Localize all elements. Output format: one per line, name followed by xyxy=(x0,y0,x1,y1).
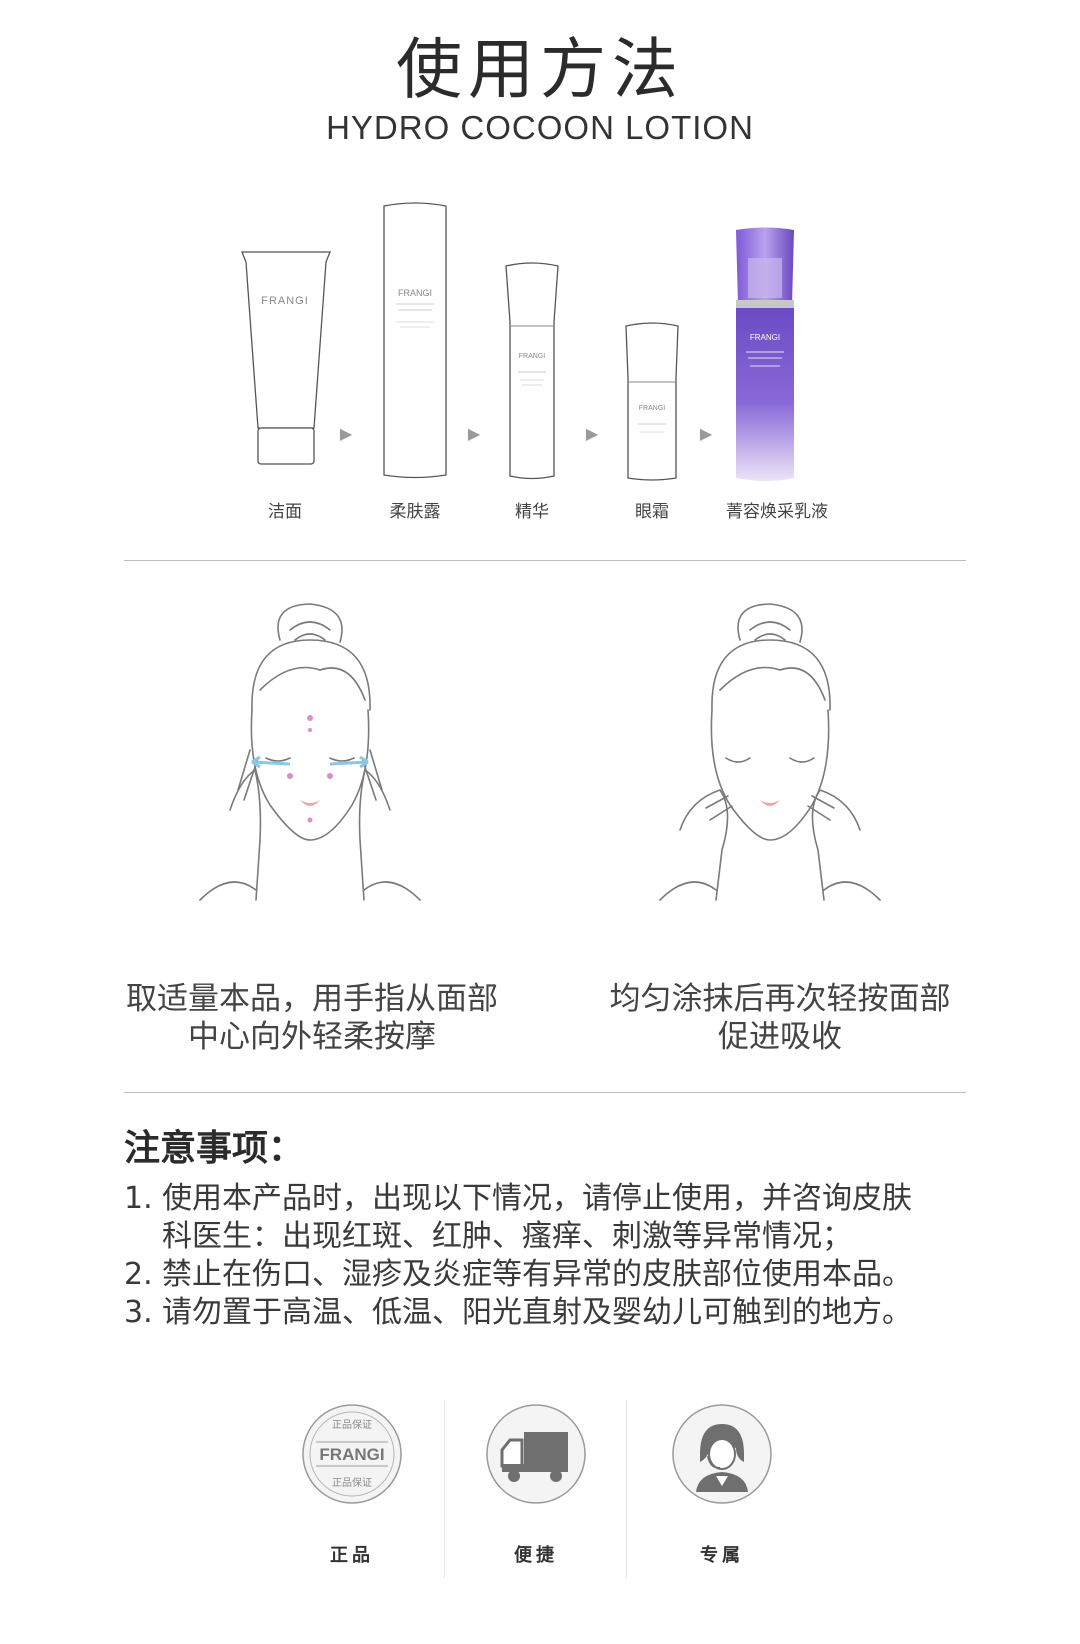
customer-service-icon xyxy=(672,1404,772,1504)
note-item-2: 2. 禁止在伤口、湿疹及炎症等有异常的皮肤部位使用本品。 xyxy=(124,1256,964,1294)
eye-cream-bottle-image: FRANGI xyxy=(625,322,679,481)
badge-label-convenient: 便捷 xyxy=(514,1545,558,1566)
step-label-toner: 柔肤露 xyxy=(389,502,441,522)
note-number: 3. xyxy=(124,1295,153,1330)
badge-label-exclusive: 专属 xyxy=(700,1545,744,1566)
seal-text-top: 正品保证 xyxy=(332,1418,372,1431)
seal-text-bottom: 正品保证 xyxy=(332,1476,372,1489)
instruction-right-line2: 促进吸收 xyxy=(718,1019,842,1055)
note-number: 1. xyxy=(124,1181,153,1216)
section-divider xyxy=(124,1092,966,1093)
delivery-truck-icon xyxy=(486,1404,586,1504)
instruction-right-line1: 均匀涂抹后再次轻按面部 xyxy=(609,981,951,1017)
toner-bottle-image: FRANGI xyxy=(383,202,447,479)
step-arrow-icon: ▶ xyxy=(699,424,713,443)
badge-separator xyxy=(626,1400,627,1578)
lotion-brand: FRANGI xyxy=(750,333,780,342)
press-face-illustration xyxy=(659,603,881,901)
badge-label-authentic: 正品 xyxy=(330,1545,374,1566)
step-label-essence: 精华 xyxy=(515,502,549,522)
product-subtitle: HYDRO COCOON LOTION xyxy=(326,109,754,146)
note-number: 2. xyxy=(124,1257,153,1292)
toner-brand: FRANGI xyxy=(398,288,432,298)
note-text-continued: 科医生：出现红斑、红肿、瘙痒、刺激等异常情况； xyxy=(162,1219,852,1254)
step-arrow-icon: ▶ xyxy=(585,424,599,443)
note-text: 请勿置于高温、低温、阳光直射及婴幼儿可触到的地方。 xyxy=(162,1295,912,1330)
step-arrow-icon: ▶ xyxy=(467,424,481,443)
eye-cream-brand: FRANGI xyxy=(639,405,666,412)
step-label-eye-cream: 眼霜 xyxy=(635,502,669,522)
instruction-left-line2: 中心向外轻柔按摩 xyxy=(188,1019,436,1055)
note-item-3: 3. 请勿置于高温、低温、阳光直射及婴幼儿可触到的地方。 xyxy=(124,1294,964,1332)
note-text: 使用本产品时，出现以下情况，请停止使用，并咨询皮肤 xyxy=(162,1181,912,1216)
essence-bottle-image: FRANGI xyxy=(505,262,559,480)
page-title: 使用方法 xyxy=(396,31,684,108)
instruction-left-line1: 取适量本品，用手指从面部 xyxy=(126,981,498,1017)
note-item-1: 1. 使用本产品时，出现以下情况，请停止使用，并咨询皮肤 科医生：出现红斑、红肿、… xyxy=(124,1180,964,1256)
authentic-seal-icon: FRANGI 正品保证 正品保证 xyxy=(302,1404,402,1504)
badge-separator xyxy=(444,1400,445,1578)
instruction-left: 取适量本品，用手指从面部 中心向外轻柔按摩 xyxy=(82,980,542,1056)
cleanser-tube-image: FRANGI xyxy=(241,251,331,465)
notes-title: 注意事项： xyxy=(124,1128,305,1169)
seal-brand: FRANGI xyxy=(319,1445,384,1464)
note-text: 禁止在伤口、湿疹及炎症等有异常的皮肤部位使用本品。 xyxy=(162,1257,912,1292)
massage-face-illustration xyxy=(199,603,421,901)
step-arrow-icon: ▶ xyxy=(339,424,353,443)
step-label-cleanser: 洁面 xyxy=(268,502,302,522)
instruction-right: 均匀涂抹后再次轻按面部 促进吸收 xyxy=(550,980,1010,1056)
step-label-lotion: 菁容焕采乳液 xyxy=(726,502,828,522)
essence-brand: FRANGI xyxy=(519,353,546,360)
tube-brand: FRANGI xyxy=(261,295,309,307)
lotion-bottle-image: FRANGI xyxy=(736,227,794,481)
section-divider xyxy=(124,560,966,561)
